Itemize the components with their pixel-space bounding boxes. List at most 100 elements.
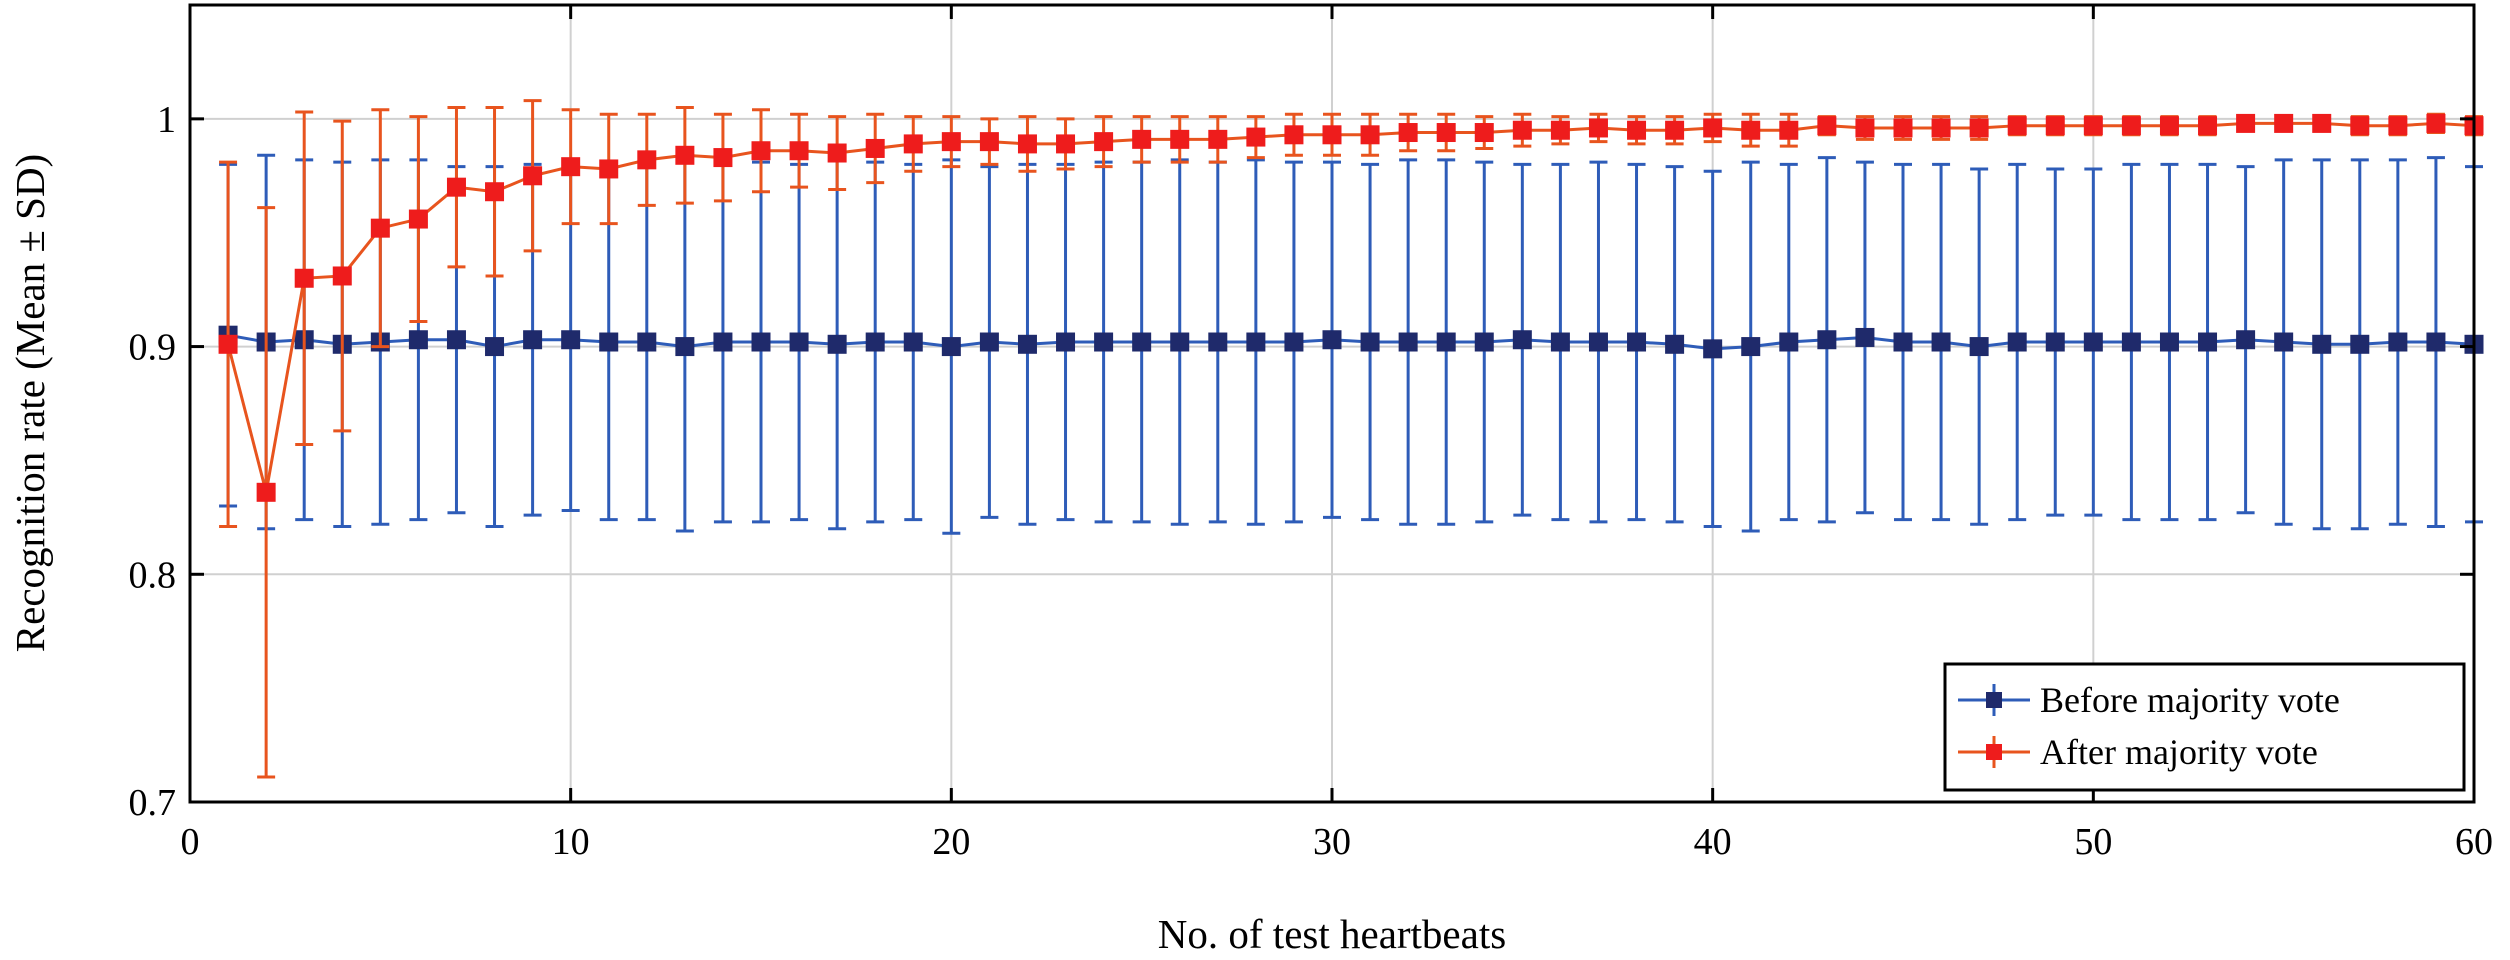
data-point-after: [2045, 116, 2065, 136]
data-point-before: [1627, 332, 1647, 352]
data-point-after: [675, 145, 695, 165]
data-point-before: [1665, 334, 1685, 354]
data-point-before: [675, 337, 695, 357]
data-point-before: [2198, 332, 2218, 352]
data-point-after: [1474, 123, 1494, 143]
data-point-after: [1017, 134, 1037, 154]
data-point-before: [1322, 330, 1342, 350]
data-point-after: [1550, 120, 1570, 140]
data-point-before: [485, 337, 505, 357]
series-after-majority-vote: [218, 99, 2484, 779]
data-point-before: [599, 332, 619, 352]
data-point-before: [408, 330, 428, 350]
data-point-before: [1284, 332, 1304, 352]
data-point-after: [1436, 123, 1456, 143]
data-point-after: [1855, 118, 1875, 138]
data-point-after: [1132, 129, 1152, 149]
data-point-before: [2388, 332, 2408, 352]
data-point-after: [485, 182, 505, 202]
data-point-after: [599, 159, 619, 179]
data-point-after: [2274, 113, 2294, 133]
y-tick-label: 0.8: [129, 554, 177, 596]
data-point-after: [1817, 116, 1837, 136]
data-point-before: [2350, 334, 2370, 354]
data-point-before: [1779, 332, 1799, 352]
data-point-after: [256, 482, 276, 502]
data-point-after: [1246, 127, 1266, 147]
data-point-after: [751, 141, 771, 161]
data-point-before: [2274, 332, 2294, 352]
data-point-after: [941, 132, 961, 152]
data-point-after: [2312, 113, 2332, 133]
y-axis: 0.7 0.8 0.9 1: [129, 99, 2474, 824]
data-point-after: [2198, 116, 2218, 136]
data-point-before: [2083, 332, 2103, 352]
data-point-before: [2159, 332, 2179, 352]
data-point-before: [865, 332, 885, 352]
data-point-before: [713, 332, 733, 352]
data-point-before: [2426, 332, 2446, 352]
data-point-before: [1246, 332, 1266, 352]
data-point-after: [1588, 118, 1608, 138]
data-point-after: [294, 268, 314, 288]
data-point-after: [1969, 118, 1989, 138]
data-point-after: [2236, 113, 2256, 133]
data-point-before: [1969, 337, 1989, 357]
x-tick-label: 30: [1313, 821, 1351, 863]
y-axis-title: Recognition rate (Mean ± SD): [7, 154, 53, 652]
data-point-after: [446, 177, 466, 197]
legend: Before majority vote After majority vote: [1943, 662, 2466, 792]
data-point-before: [1855, 327, 1875, 347]
data-point-before: [1436, 332, 1456, 352]
data-point-after: [2159, 116, 2179, 136]
data-point-before: [1703, 339, 1723, 359]
x-tick-label: 40: [1694, 821, 1732, 863]
x-axis-title: No. of test heartbeats: [1158, 911, 1506, 957]
data-point-after: [1931, 118, 1951, 138]
data-point-before: [2007, 332, 2027, 352]
data-point-after: [1627, 120, 1647, 140]
data-point-after: [713, 148, 733, 168]
data-point-before: [2121, 332, 2141, 352]
x-tick-label: 10: [552, 821, 590, 863]
data-point-after: [1703, 118, 1723, 138]
data-point-before: [751, 332, 771, 352]
data-point-before: [1741, 337, 1761, 357]
data-point-after: [1779, 120, 1799, 140]
data-point-before: [1398, 332, 1418, 352]
data-point-after: [1665, 120, 1685, 140]
data-point-after: [2388, 116, 2408, 136]
data-point-before: [561, 330, 581, 350]
data-point-before: [1360, 332, 1380, 352]
data-point-after: [561, 157, 581, 177]
data-point-before: [1474, 332, 1494, 352]
data-point-after: [1741, 120, 1761, 140]
x-tick-label: 20: [932, 821, 970, 863]
data-point-after: [865, 138, 885, 158]
data-point-before: [903, 332, 923, 352]
y-tick-label: 0.9: [129, 327, 177, 369]
data-point-after: [1094, 132, 1114, 152]
data-point-before: [979, 332, 999, 352]
x-tick-label: 60: [2455, 821, 2493, 863]
x-axis: 0 10 20 30 40 50 60: [181, 5, 2493, 863]
data-point-before: [941, 337, 961, 357]
data-point-before: [1094, 332, 1114, 352]
data-point-after: [2350, 116, 2370, 136]
data-point-before: [1931, 332, 1951, 352]
data-point-before: [1588, 332, 1608, 352]
data-point-after: [523, 166, 543, 186]
data-point-after: [1170, 129, 1190, 149]
data-point-after: [2426, 113, 2446, 133]
data-point-after: [1360, 125, 1380, 145]
legend-label-after: After majority vote: [2040, 732, 2318, 772]
data-point-before: [2045, 332, 2065, 352]
data-point-before: [827, 334, 847, 354]
x-tick-label: 0: [181, 821, 200, 863]
data-point-before: [523, 330, 543, 350]
data-point-before: [1017, 334, 1037, 354]
data-point-before: [1170, 332, 1190, 352]
data-point-before: [1132, 332, 1152, 352]
data-point-after: [979, 132, 999, 152]
